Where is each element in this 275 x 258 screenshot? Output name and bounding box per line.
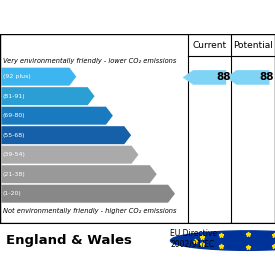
Text: EU Directive
2002/91/EC: EU Directive 2002/91/EC: [170, 229, 218, 248]
Polygon shape: [183, 70, 226, 85]
Text: 88: 88: [260, 72, 274, 82]
Text: Not environmentally friendly - higher CO₂ emissions: Not environmentally friendly - higher CO…: [3, 208, 176, 214]
Text: (55-68): (55-68): [3, 133, 25, 138]
FancyBboxPatch shape: [0, 34, 275, 223]
Text: Current: Current: [192, 41, 227, 50]
Text: (39-54): (39-54): [3, 152, 26, 157]
Text: A: A: [78, 72, 84, 81]
Text: E: E: [140, 150, 145, 159]
Text: (92 plus): (92 plus): [3, 74, 31, 79]
Text: G: G: [176, 189, 183, 198]
Text: Potential: Potential: [233, 41, 273, 50]
Text: England & Wales: England & Wales: [6, 234, 131, 247]
Polygon shape: [1, 68, 76, 86]
Polygon shape: [226, 70, 270, 85]
Text: (69-80): (69-80): [3, 113, 25, 118]
Text: Environmental Impact (CO₂) Rating: Environmental Impact (CO₂) Rating: [15, 10, 260, 23]
Circle shape: [170, 231, 275, 250]
Polygon shape: [1, 107, 113, 125]
Text: Very environmentally friendly - lower CO₂ emissions: Very environmentally friendly - lower CO…: [3, 58, 176, 64]
Polygon shape: [1, 146, 138, 164]
Polygon shape: [1, 185, 175, 203]
Polygon shape: [1, 87, 95, 105]
Text: (81-91): (81-91): [3, 94, 25, 99]
Text: 88: 88: [216, 72, 231, 82]
Text: D: D: [133, 131, 139, 140]
Text: (1-20): (1-20): [3, 191, 21, 196]
Text: B: B: [96, 92, 102, 101]
Text: F: F: [158, 170, 164, 179]
Polygon shape: [1, 165, 157, 183]
Text: C: C: [114, 111, 120, 120]
Text: (21-38): (21-38): [3, 172, 26, 177]
Polygon shape: [1, 126, 131, 144]
